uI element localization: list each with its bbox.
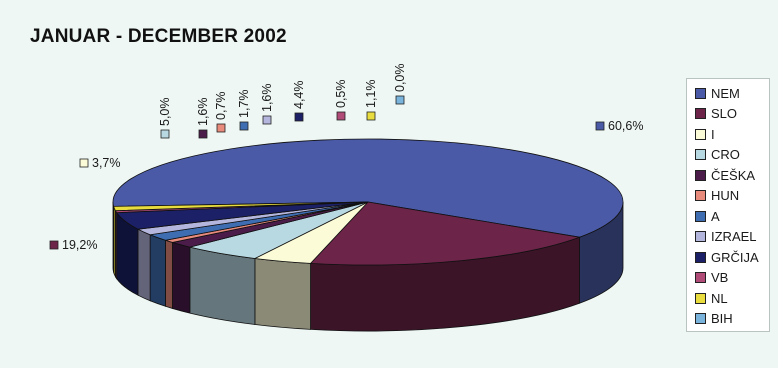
legend-item-izrael: IZRAEL <box>695 227 769 248</box>
legend-label: SLO <box>711 106 738 122</box>
legend-label: IZRAEL <box>711 229 757 245</box>
legend-swatch <box>695 190 706 202</box>
data-label-hun: 0,7% <box>214 92 228 133</box>
data-label-text: 4,4% <box>292 81 306 110</box>
legend-label: NL <box>711 290 728 306</box>
data-label-swatch <box>160 129 170 139</box>
legend-item-cro: CRO <box>695 145 769 166</box>
data-label-text: 0,5% <box>334 80 348 109</box>
data-label-swatch <box>49 240 59 250</box>
pie-side-hun <box>165 239 173 309</box>
legend-swatch <box>695 128 706 140</box>
data-label-swatch <box>262 115 272 125</box>
legend-label: I <box>711 126 715 142</box>
data-label-nem: 60,6% <box>595 119 643 133</box>
legend-swatch <box>695 169 706 181</box>
legend-item-nl: NL <box>695 288 769 309</box>
legend-label: A <box>711 208 720 224</box>
data-label-text: 0,0% <box>393 64 407 93</box>
data-label-text: 1,6% <box>260 84 274 113</box>
data-label-izrael: 1,6% <box>260 84 274 125</box>
legend-item-češka: ČEŠKA <box>695 165 769 186</box>
data-label-bih: 0,0% <box>393 64 407 105</box>
data-label-swatch <box>395 95 405 105</box>
data-label-grčija: 4,4% <box>292 81 306 122</box>
legend-swatch <box>695 231 706 243</box>
legend-swatch <box>695 87 706 99</box>
data-label-text: 1,7% <box>237 90 251 119</box>
data-label-text: 5,0% <box>158 98 172 127</box>
data-label-i: 3,7% <box>79 156 121 170</box>
pie-slice-slo <box>309 201 582 266</box>
data-label-text: 1,1% <box>364 80 378 109</box>
data-label-swatch <box>294 112 304 122</box>
data-label-text: 60,6% <box>608 119 643 133</box>
data-label-swatch <box>595 121 605 131</box>
pie-slice-nem <box>112 138 624 238</box>
legend-item-slo: SLO <box>695 104 769 125</box>
data-label-češka: 1,6% <box>196 98 210 139</box>
legend-item-nem: NEM <box>695 83 769 104</box>
data-label-swatch <box>216 123 226 133</box>
data-label-text: 3,7% <box>92 156 121 170</box>
pie-side-a <box>149 234 166 307</box>
legend-item-a: A <box>695 206 769 227</box>
legend-label: HUN <box>711 188 740 204</box>
data-label-text: 1,6% <box>196 98 210 127</box>
legend-swatch <box>695 210 706 222</box>
data-label-swatch <box>79 158 89 168</box>
legend-label: NEM <box>711 85 740 101</box>
legend: NEM SLO I CRO ČEŠKA HUN A IZRAEL GRČIJA VB NL BIH <box>686 78 770 332</box>
data-label-swatch <box>198 129 208 139</box>
pie-side-i <box>254 258 311 330</box>
data-label-swatch <box>366 111 376 121</box>
data-label-cro: 5,0% <box>158 98 172 139</box>
legend-swatch <box>695 108 706 120</box>
legend-item-i: I <box>695 124 769 145</box>
pie-slice-nl <box>113 201 369 212</box>
legend-label: ČEŠKA <box>711 167 756 183</box>
legend-label: VB <box>711 270 729 286</box>
data-label-a: 1,7% <box>237 90 251 131</box>
legend-item-vb: VB <box>695 268 769 289</box>
legend-item-bih: BIH <box>695 309 769 330</box>
pie-side-nl <box>113 206 116 279</box>
pie-side-cro <box>189 246 256 325</box>
data-label-nl: 1,1% <box>364 80 378 121</box>
data-label-slo: 19,2% <box>49 238 97 252</box>
pie-side-češka <box>172 241 191 314</box>
legend-item-grčija: GRČIJA <box>695 247 769 268</box>
legend-label: CRO <box>711 147 740 163</box>
data-label-vb: 0,5% <box>334 80 348 121</box>
data-label-text: 19,2% <box>62 238 97 252</box>
legend-label: GRČIJA <box>711 249 759 265</box>
chart-title: JANUAR - DECEMBER 2002 <box>30 26 287 47</box>
data-label-swatch <box>239 121 249 131</box>
pie-side-izrael <box>137 228 151 302</box>
legend-label: BIH <box>711 311 733 327</box>
legend-item-hun: HUN <box>695 186 769 207</box>
data-label-swatch <box>336 111 346 121</box>
data-label-text: 0,7% <box>214 92 228 121</box>
legend-swatch <box>695 292 706 304</box>
legend-swatch <box>695 272 706 284</box>
legend-swatch <box>695 149 706 161</box>
legend-swatch <box>695 251 706 263</box>
legend-swatch <box>695 313 706 325</box>
